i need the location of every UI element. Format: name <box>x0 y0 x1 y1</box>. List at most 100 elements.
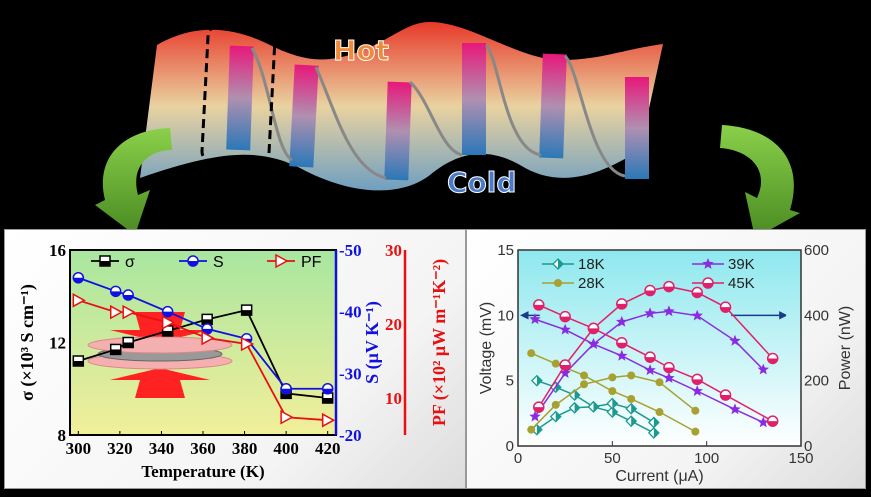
thermoelectric-device-diagram: Hot Cold <box>95 22 800 238</box>
voltage-point-fill <box>616 342 627 348</box>
power-point-fill <box>653 417 659 428</box>
power-point-fill <box>533 407 544 413</box>
power-point <box>587 338 600 349</box>
power-point-fill <box>645 290 656 296</box>
power-axis-arrow-icon <box>731 311 787 320</box>
data-point <box>321 412 336 428</box>
s-tick-label: -40 <box>339 303 362 322</box>
data-point <box>161 315 176 330</box>
data-point <box>240 336 255 352</box>
voltage-point-fill <box>536 375 542 386</box>
legend-marker <box>554 279 562 287</box>
power-point-fill <box>616 303 627 309</box>
thermoelectric-legs <box>226 43 649 181</box>
s-tick-label: -20 <box>339 426 362 445</box>
data-point-fill <box>322 388 333 394</box>
voltage-tick-label: 10 <box>497 307 514 324</box>
voltage-point-fill <box>631 416 637 427</box>
power-point <box>559 367 571 378</box>
x-tick-label: 150 <box>788 450 813 467</box>
voltage-point <box>757 416 769 428</box>
power-tick-label: 0 <box>804 438 812 455</box>
legend-marker-fill <box>703 283 713 288</box>
voltage-point <box>691 385 703 396</box>
legend-marker-fill <box>100 261 110 266</box>
pf-axis-label: PF (×10² μW m⁻¹K⁻²) <box>429 259 450 426</box>
series-PF: PF <box>72 253 336 428</box>
voltage-point <box>729 403 741 415</box>
voltage-point-fill <box>560 316 571 322</box>
compression-arrow-bottom-icon <box>110 368 210 398</box>
power-point-fill <box>612 398 618 409</box>
voltage-point-fill <box>653 427 659 438</box>
power-point-fill <box>593 401 599 412</box>
x-tick-label: 340 <box>149 439 175 458</box>
data-point-fill <box>162 311 173 317</box>
pf-tick-label: 20 <box>385 315 402 334</box>
power-point-fill <box>574 402 580 413</box>
data-point-fill <box>73 277 84 283</box>
voltage-point <box>616 349 628 361</box>
pf-tick-label: 10 <box>385 389 402 408</box>
data-point-fill <box>202 319 213 325</box>
legend-marker <box>702 258 714 269</box>
voltage-point <box>644 364 656 376</box>
left-y-tick-label: 12 <box>49 334 66 353</box>
s-tick-label: -30 <box>339 364 362 383</box>
s-axis-label: S (μV K⁻¹) <box>362 301 383 384</box>
pressed-pellet-illustration <box>87 312 233 398</box>
voltage-point-fill <box>692 379 703 385</box>
data-point-fill <box>241 310 252 316</box>
voltage-point-fill <box>533 304 544 310</box>
hot-label: Hot <box>333 34 389 67</box>
power-point <box>729 334 741 346</box>
power-point-fill <box>588 328 599 334</box>
voltage-point <box>627 394 636 403</box>
voltage-point-fill <box>767 421 778 427</box>
x-tick-label: 400 <box>273 439 299 458</box>
voltage-point <box>580 371 589 380</box>
legend-label: σ <box>125 254 135 271</box>
power-point <box>691 406 700 415</box>
compression-arrow-top-icon <box>110 312 210 342</box>
data-point <box>122 304 136 320</box>
x-tick-label: 420 <box>315 439 341 458</box>
legend-label: 28K <box>578 275 605 292</box>
voltage-point <box>608 387 617 396</box>
power-point <box>627 371 636 380</box>
power-point <box>757 363 769 375</box>
power-point <box>527 425 536 434</box>
x-axis-label: Temperature (K) <box>141 462 264 481</box>
x-tick-label: 380 <box>232 439 258 458</box>
power-point <box>529 410 541 422</box>
power-point <box>608 373 617 382</box>
data-point <box>280 409 294 425</box>
cold-label: Cold <box>447 166 516 199</box>
data-point <box>201 330 215 346</box>
data-point-fill <box>123 295 134 301</box>
data-point-fill <box>110 291 121 297</box>
legend-marker <box>275 253 289 269</box>
legend-label: 39K <box>728 256 755 273</box>
power-point <box>551 400 560 409</box>
voltage-point-fill <box>645 357 656 363</box>
power-point-fill <box>663 286 674 292</box>
s-tick-label: -50 <box>339 241 362 260</box>
data-point-fill <box>281 393 292 399</box>
legend-label: 45K <box>728 275 755 292</box>
legend-marker-fill <box>558 259 563 269</box>
thermoelectric-properties-panel: 300 320 340 360 380 400 420 8 12 16 -20 -30 -40 -50 10… <box>4 229 466 489</box>
power-point <box>663 305 675 317</box>
x-tick-label: 50 <box>604 450 621 467</box>
legend-label: PF <box>301 254 322 271</box>
voltage-point-fill <box>612 407 618 418</box>
power-point <box>580 380 589 389</box>
voltage-point-fill <box>574 390 580 401</box>
power-point-fill <box>720 307 731 313</box>
voltage-point <box>527 349 536 358</box>
data-point-fill <box>73 361 84 366</box>
series-45K: 45K <box>533 275 779 427</box>
legend-label: S <box>213 254 224 271</box>
legend-marker-fill <box>188 261 198 266</box>
